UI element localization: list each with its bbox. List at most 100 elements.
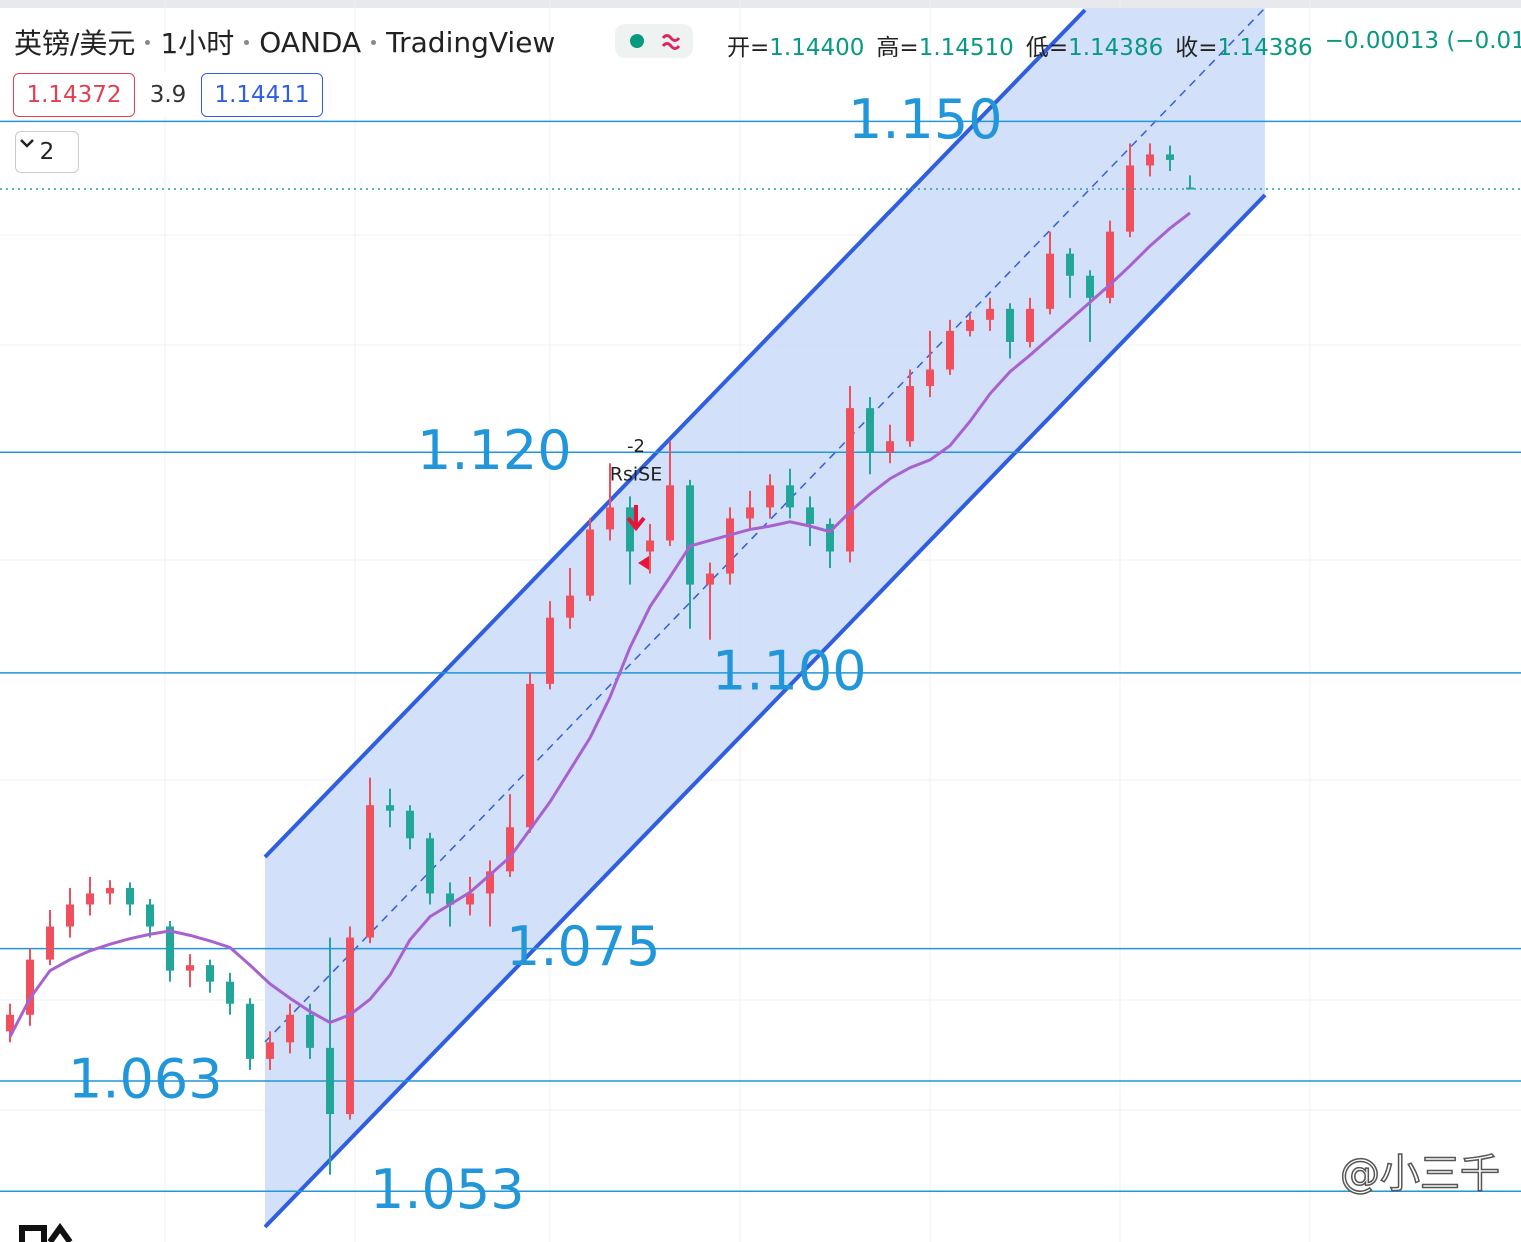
candle-body <box>266 1042 274 1059</box>
ohlc-item: 低=1.14386 <box>1026 28 1163 62</box>
candle-body <box>346 937 354 1115</box>
tv-logo <box>19 1222 73 1242</box>
candle-body <box>1086 275 1094 298</box>
watermark: @小三千 <box>1340 1151 1500 1197</box>
symbol: 英镑/美元 <box>14 27 136 60</box>
broker: OANDA <box>259 25 362 59</box>
candle-body <box>306 1014 314 1048</box>
candle-body <box>1166 154 1174 160</box>
candle-body <box>706 573 714 585</box>
ask-button[interactable]: 1.14411 <box>201 73 323 117</box>
candle-body <box>1046 253 1054 309</box>
candle-body <box>426 838 434 894</box>
candle-body <box>66 904 74 927</box>
candle-body <box>406 810 414 839</box>
candle-body <box>966 319 974 331</box>
candle-body <box>1026 308 1034 342</box>
candle-body <box>326 1047 334 1115</box>
candle-body <box>526 683 534 828</box>
candle-body <box>186 965 194 971</box>
annotation: RsiSE <box>610 464 662 486</box>
level-label: 1.120 <box>417 419 572 482</box>
interval[interactable]: 1小时 <box>160 27 235 60</box>
candle-body <box>146 904 154 927</box>
level-label: 1.075 <box>506 915 661 978</box>
annotation: -2 <box>627 436 645 457</box>
candle-body <box>1006 308 1014 342</box>
candle-body <box>666 485 674 541</box>
ohlc-name: 收= <box>1175 35 1218 61</box>
channel-mid <box>264 7 1266 1043</box>
candle-body <box>226 981 234 1004</box>
channel-lower <box>263 193 1267 1229</box>
candle-body <box>1126 165 1134 232</box>
symbol-header: 英镑/美元 1小时 OANDA TradingView <box>14 22 555 62</box>
candle-body <box>506 827 514 872</box>
ohlc-item: 高=1.14510 <box>876 28 1013 62</box>
candle-body <box>566 595 574 618</box>
candle-body <box>766 485 774 508</box>
change: −0.00013 (−0.01%) <box>1324 28 1521 54</box>
candle-body <box>926 369 934 387</box>
candle-body <box>386 805 394 811</box>
signal-arrow <box>626 505 646 532</box>
candle-body <box>1106 231 1114 298</box>
candle-body <box>846 408 854 552</box>
channel-fill <box>265 8 1265 1227</box>
candle-body <box>1066 253 1074 276</box>
ohlc-item: 收=1.14386 <box>1175 28 1312 62</box>
candle-body <box>6 1014 14 1032</box>
ohlc-name: 开= <box>727 35 770 61</box>
ohlc-name: 高= <box>876 35 919 61</box>
candle-body <box>26 959 34 1015</box>
status-icons <box>630 34 681 50</box>
candle-body <box>866 408 874 453</box>
ohlc-item: 开=1.14400 <box>727 28 864 62</box>
status-pill[interactable] <box>615 24 693 58</box>
platform: TradingView <box>386 25 556 59</box>
candle-body <box>286 1014 294 1043</box>
candle-body <box>826 523 834 552</box>
level-label: 1.063 <box>68 1048 223 1111</box>
indicator-toggle[interactable]: 2 <box>15 131 79 173</box>
ohlc-value: 1.14386 <box>1217 35 1313 61</box>
level-label: 1.100 <box>712 639 867 702</box>
ohlc-legend: 开=1.14400 高=1.14510 低=1.14386 收=1.14386 −0.0… <box>727 28 1521 62</box>
candle-body <box>686 485 694 585</box>
candle-body <box>586 529 594 596</box>
candle-body <box>646 540 654 552</box>
candle-body <box>446 893 454 905</box>
spread: 3.9 <box>140 73 196 117</box>
candle-body <box>206 965 214 982</box>
moving-average <box>8 211 1191 1038</box>
channel-upper <box>263 8 1087 859</box>
candle-body <box>466 893 474 905</box>
chevron <box>20 139 34 148</box>
bid-button[interactable]: 1.14372 <box>13 73 135 117</box>
candle-body <box>546 617 554 684</box>
candle-body <box>246 1003 254 1059</box>
candle-body <box>486 871 494 894</box>
candle-body <box>786 485 794 508</box>
level-label: 1.150 <box>848 88 1003 151</box>
candle-body <box>126 887 134 905</box>
top-strip <box>0 0 1521 8</box>
candle-body <box>986 308 994 320</box>
ohlc-value: 1.14386 <box>1068 35 1164 61</box>
candle-body <box>46 926 54 960</box>
candle-body <box>86 893 94 905</box>
candle-body <box>886 441 894 453</box>
candle-body <box>606 507 614 530</box>
candle-body <box>166 926 174 971</box>
candle-body <box>726 518 734 574</box>
ohlc-name: 低= <box>1025 35 1069 61</box>
candle-body <box>746 507 754 519</box>
ohlc-value: 1.14400 <box>769 35 865 61</box>
candle-body <box>1146 154 1154 166</box>
candle-body <box>106 887 114 894</box>
signal-marker <box>638 556 649 570</box>
indicator-count: 2 <box>39 139 55 165</box>
ohlc-value: 1.14510 <box>918 35 1014 61</box>
